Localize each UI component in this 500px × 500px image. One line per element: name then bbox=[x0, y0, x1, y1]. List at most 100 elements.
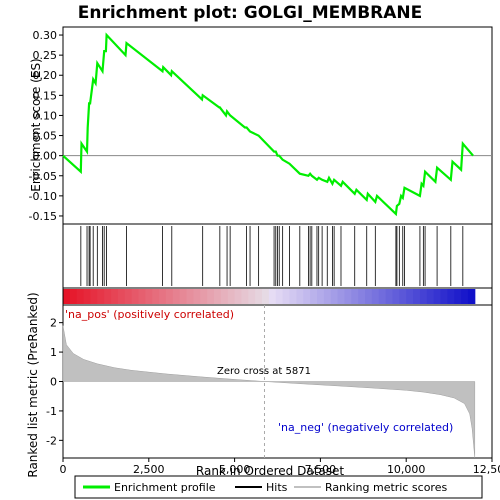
es-y-tick-label: 0.10 bbox=[33, 109, 58, 122]
colorbar-segment bbox=[303, 289, 311, 304]
colorbar-segment bbox=[255, 289, 263, 304]
colorbar-segment bbox=[145, 289, 153, 304]
x-axis-label: Rank in Ordered Dataset bbox=[196, 464, 344, 478]
legend-metric-label: Ranking metric scores bbox=[325, 481, 447, 494]
metric-y-axis-label: Ranked list metric (PreRanked) bbox=[26, 292, 40, 477]
es-y-tick-label: 0.20 bbox=[33, 69, 58, 82]
metric-y-tick-label: 0 bbox=[50, 376, 57, 389]
metric-y-tick-label: -2 bbox=[46, 434, 57, 447]
colorbar-segment bbox=[365, 289, 373, 304]
colorbar-segment bbox=[83, 289, 91, 304]
colorbar-segment bbox=[131, 289, 140, 304]
x-tick-label: 10,000 bbox=[387, 463, 426, 476]
es-y-tick-label: -0.05 bbox=[29, 170, 57, 183]
colorbar-segment bbox=[275, 289, 284, 304]
es-y-tick-label: 0.30 bbox=[33, 29, 58, 42]
es-y-tick-label: 0.25 bbox=[33, 49, 58, 62]
colorbar-segment bbox=[399, 289, 407, 304]
chart-title: Enrichment plot: GOLGI_MEMBRANE bbox=[78, 3, 423, 23]
metric-group bbox=[62, 305, 476, 459]
legend-box bbox=[74, 475, 483, 499]
pos-correlated-label: 'na_pos' (positively correlated) bbox=[65, 308, 234, 321]
es-y-axis-label: Enrichment score (ES) bbox=[29, 58, 43, 191]
colorbar-segment bbox=[323, 289, 332, 304]
colorbar-segment bbox=[440, 289, 448, 304]
colorbar-segment bbox=[337, 289, 345, 304]
colorbar-segment bbox=[220, 289, 229, 304]
colorbar-segment bbox=[152, 289, 160, 304]
rank-colorbar bbox=[63, 289, 476, 304]
colorbar-segment bbox=[433, 289, 442, 304]
colorbar-segment bbox=[69, 289, 78, 304]
colorbar-segment bbox=[241, 289, 249, 304]
colorbar-segment bbox=[316, 289, 325, 304]
es-y-tick-label: -0.15 bbox=[29, 210, 57, 223]
es-y-tick-label: 0.00 bbox=[33, 150, 58, 163]
colorbar-segment bbox=[214, 289, 222, 304]
colorbar-segment bbox=[419, 289, 428, 304]
colorbar-segment bbox=[351, 289, 359, 304]
colorbar-segment bbox=[268, 289, 277, 304]
es-y-tick-label: 0.05 bbox=[33, 130, 58, 143]
neg-correlated-label: 'na_neg' (negatively correlated) bbox=[278, 421, 453, 434]
colorbar-segment bbox=[124, 289, 133, 304]
colorbar-segment bbox=[454, 289, 462, 304]
colorbar-segment bbox=[138, 289, 146, 304]
colorbar-segment bbox=[186, 289, 194, 304]
colorbar-segment bbox=[385, 289, 393, 304]
es-axis: 0.30 0.25 0.20 0.15 0.10 0.05 0.00 -0.05 -0.10 -0… bbox=[29, 29, 492, 223]
x-tick-label: 2,500 bbox=[133, 463, 165, 476]
colorbar-segment bbox=[289, 289, 297, 304]
colorbar-segment bbox=[172, 289, 181, 304]
colorbar-segment bbox=[90, 289, 98, 304]
x-tick-label: 0 bbox=[60, 463, 67, 476]
colorbar-segment bbox=[111, 289, 119, 304]
colorbar-segment bbox=[200, 289, 208, 304]
metric-area bbox=[62, 325, 476, 459]
colorbar-segment bbox=[165, 289, 174, 304]
metric-y-tick-label: 1 bbox=[50, 346, 57, 359]
colorbar-segment bbox=[392, 289, 400, 304]
colorbar-segment bbox=[371, 289, 380, 304]
colorbar-segment bbox=[282, 289, 291, 304]
colorbar-segment bbox=[358, 289, 366, 304]
legend-hits-label: Hits bbox=[266, 481, 288, 494]
colorbar-segment bbox=[207, 289, 215, 304]
colorbar-segment bbox=[461, 289, 469, 304]
legend-es-label: Enrichment profile bbox=[114, 481, 216, 494]
colorbar-segment bbox=[63, 289, 71, 304]
colorbar-segment bbox=[296, 289, 304, 304]
colorbar-segment bbox=[248, 289, 256, 304]
colorbar-segment bbox=[262, 289, 270, 304]
metric-axis: 2 1 0 -1 -2 bbox=[46, 317, 63, 447]
x-tick-label: 7,500 bbox=[305, 463, 337, 476]
zero-cross-label: Zero cross at 5871 bbox=[217, 366, 311, 377]
colorbar-segment bbox=[378, 289, 387, 304]
colorbar-segment bbox=[104, 289, 112, 304]
metric-y-tick-label: 2 bbox=[50, 317, 57, 330]
colorbar-segment bbox=[97, 289, 105, 304]
es-profile-line bbox=[62, 32, 474, 217]
es-y-tick-label: -0.10 bbox=[29, 190, 57, 203]
x-tick-label: 5,000 bbox=[219, 463, 251, 476]
colorbar-segment bbox=[344, 289, 352, 304]
colorbar-segment bbox=[447, 289, 455, 304]
es-panel-frame bbox=[62, 26, 493, 225]
colorbar-segment bbox=[426, 289, 435, 304]
hits-group bbox=[80, 226, 464, 286]
colorbar-segment bbox=[330, 289, 339, 304]
es-profile-group bbox=[62, 32, 474, 217]
x-axis: 0 2,500 5,000 7,500 10,000 12,500 bbox=[60, 458, 500, 476]
x-tick-label: 12,500 bbox=[473, 463, 500, 476]
es-y-tick-label: 0.15 bbox=[33, 89, 58, 102]
colorbar-segment bbox=[234, 289, 242, 304]
colorbar-segment bbox=[406, 289, 414, 304]
colorbar-segment bbox=[193, 289, 201, 304]
colorbar-segment bbox=[227, 289, 236, 304]
colorbar-segment bbox=[310, 289, 318, 304]
colorbar-segment bbox=[159, 289, 167, 304]
colorbar-segment bbox=[467, 289, 476, 304]
colorbar-segment bbox=[413, 289, 421, 304]
